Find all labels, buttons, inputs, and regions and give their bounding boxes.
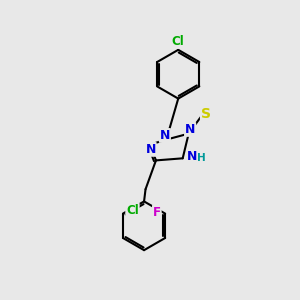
Text: S: S <box>201 107 211 121</box>
Text: N: N <box>187 150 197 163</box>
Text: F: F <box>153 206 161 219</box>
Text: N: N <box>160 129 170 142</box>
Text: Cl: Cl <box>126 203 139 217</box>
Text: H: H <box>197 153 206 163</box>
Text: Cl: Cl <box>172 35 184 48</box>
Text: N: N <box>146 143 156 156</box>
Text: N: N <box>185 123 195 136</box>
